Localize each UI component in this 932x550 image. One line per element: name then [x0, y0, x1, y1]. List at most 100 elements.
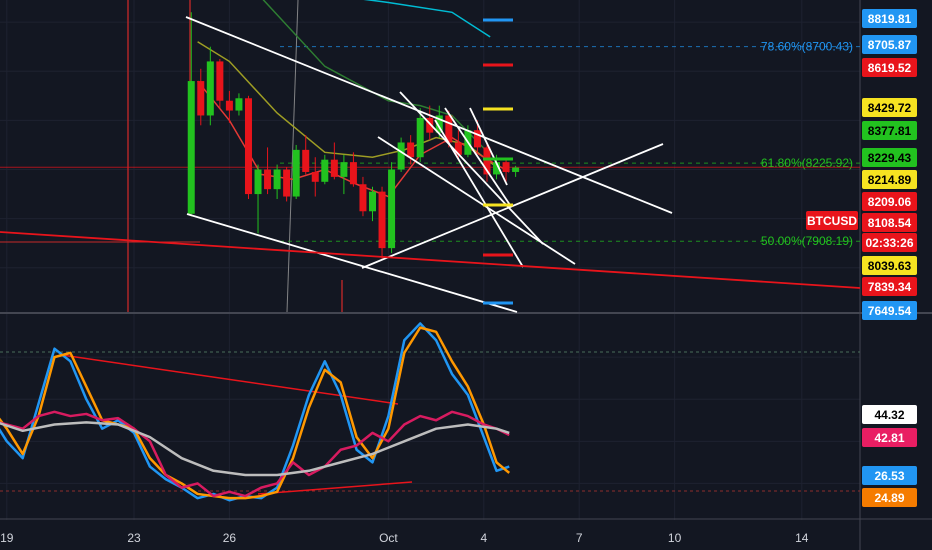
candle-body — [206, 61, 214, 116]
oscillator-line — [0, 421, 510, 477]
candle-body — [483, 147, 491, 175]
price-label-box — [862, 256, 917, 275]
candle-body — [283, 169, 291, 197]
x-tick-label: 23 — [127, 531, 141, 545]
osc-label: 44.32 — [874, 408, 904, 422]
candle-body — [330, 159, 338, 177]
price-label-box — [862, 121, 917, 140]
x-tick-label: 7 — [576, 531, 583, 545]
candle-body — [407, 142, 415, 158]
candle-body — [254, 169, 262, 195]
trendline-red — [0, 231, 861, 289]
candle-body — [426, 117, 434, 133]
candle-body — [369, 191, 376, 212]
osc-label: 26.53 — [874, 469, 904, 483]
fib-level-label: 50.00%(7908.19) — [761, 234, 853, 248]
price-label: 02:33:26 — [865, 236, 913, 250]
candles — [187, 12, 520, 261]
x-tick-label: 14 — [795, 531, 809, 545]
price-label-box — [862, 277, 917, 296]
candle-body — [225, 100, 233, 111]
candle-body — [302, 149, 310, 172]
candle-body — [445, 115, 453, 143]
osc-label: 42.81 — [874, 431, 904, 445]
price-label-box — [806, 211, 858, 230]
x-tick-label: 4 — [480, 531, 487, 545]
price-label-box — [862, 98, 917, 117]
oscillator-line — [0, 410, 510, 498]
candle-body — [512, 167, 520, 172]
osc-label-box — [862, 405, 917, 424]
price-label: 8705.87 — [868, 38, 912, 52]
osc-label-box — [862, 466, 917, 485]
price-label-box — [862, 170, 917, 189]
x-tick-label: 10 — [668, 531, 682, 545]
trendline — [444, 107, 511, 206]
candle-body — [311, 171, 319, 182]
price-label-box — [862, 301, 917, 320]
candle-body — [493, 162, 501, 175]
candle-body — [321, 159, 329, 182]
candle-body — [244, 98, 252, 195]
divergence-line — [61, 354, 399, 405]
fib-level-label: 78.60%(8700.43) — [761, 40, 853, 54]
candle-body — [454, 142, 462, 155]
candle-body — [187, 81, 195, 214]
candle-body — [397, 142, 405, 170]
price-label: 8209.06 — [868, 195, 912, 209]
moving-average-line — [262, 0, 491, 156]
moving-average-line — [363, 0, 491, 38]
candle-body — [435, 115, 443, 133]
candle-body — [378, 191, 386, 249]
trendline — [186, 213, 518, 313]
price-label: 8819.81 — [868, 12, 912, 26]
candle-body — [502, 162, 510, 172]
candle-body — [273, 169, 281, 190]
candle-body — [216, 61, 224, 101]
candle-body — [292, 149, 300, 197]
price-label-box — [862, 58, 917, 77]
oscillator-line — [0, 322, 510, 502]
candle-body — [416, 117, 424, 158]
candle-body — [349, 162, 357, 185]
x-tick-label: 19 — [0, 531, 14, 545]
price-label-box — [862, 233, 917, 252]
trendline — [185, 16, 673, 214]
price-label-box — [862, 213, 917, 232]
candle-body — [473, 130, 481, 148]
price-label: 8039.63 — [868, 259, 912, 273]
candle-body — [235, 98, 243, 111]
price-label: 8214.89 — [868, 173, 912, 187]
trendline — [434, 119, 524, 268]
vertical-divider-line — [286, 0, 299, 313]
divergence-line — [257, 481, 413, 495]
price-label: 8619.52 — [868, 61, 912, 75]
price-label: 7839.34 — [868, 280, 912, 294]
price-label-box — [862, 9, 917, 28]
price-label: 8229.43 — [868, 151, 912, 165]
candle-body — [359, 184, 367, 212]
price-axis: 8819.81 8705.87 8619.52 8429.72 8377.81 8229.… — [806, 9, 917, 507]
trendline — [399, 91, 544, 245]
trendline — [469, 107, 508, 186]
price-label: 8429.72 — [868, 101, 912, 115]
price-label-box — [862, 35, 917, 54]
x-tick-label: Oct — [379, 531, 398, 545]
candle-body — [264, 169, 272, 190]
grid — [0, 0, 860, 520]
candle-body — [340, 162, 348, 177]
price-label-box — [862, 192, 917, 211]
osc-label: 24.89 — [874, 491, 904, 505]
price-label: 8377.81 — [868, 124, 912, 138]
price-label-box — [862, 148, 917, 167]
osc-label-box — [862, 428, 917, 447]
candle-body — [197, 81, 205, 116]
osc-label-box — [862, 488, 917, 507]
price-label: 8108.54 — [868, 216, 912, 230]
oscillator-line — [0, 326, 511, 500]
price-label: 7649.54 — [868, 304, 912, 318]
x-tick-label: 26 — [223, 531, 237, 545]
candle-body — [388, 169, 396, 249]
